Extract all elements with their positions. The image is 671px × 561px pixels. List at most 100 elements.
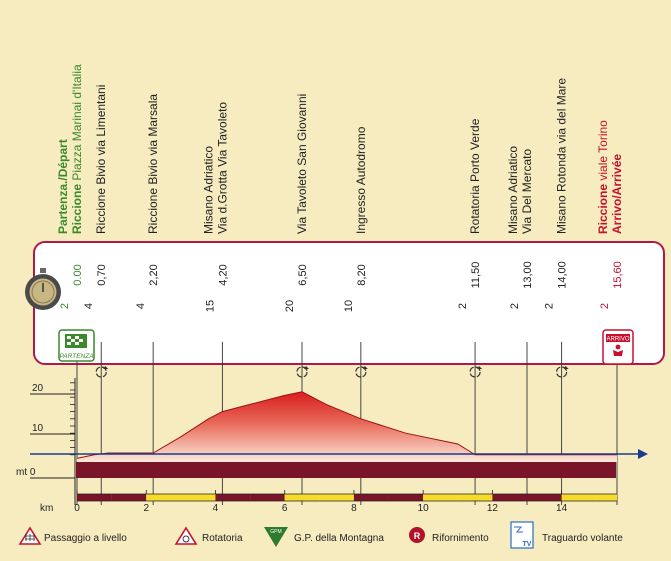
km-bar-segment bbox=[527, 494, 562, 501]
legend-label: Traguardo volante bbox=[542, 533, 623, 544]
waypoint-km: 6,50 bbox=[297, 264, 309, 285]
roundabout-icon-arrow bbox=[477, 366, 483, 369]
waypoint-name: Rotatoria Porto Verde bbox=[468, 118, 482, 234]
x-tick-label: 2 bbox=[143, 503, 149, 514]
waypoint-name: Misano Adriatico bbox=[201, 146, 215, 234]
km-bar-segment bbox=[423, 494, 458, 501]
roundabout-icon-ring bbox=[355, 366, 367, 378]
waypoint-name-part: Piazza Marinai d'Italia bbox=[70, 64, 84, 184]
waypoint-altitude: 2 bbox=[544, 303, 556, 309]
elevation-profile-area bbox=[77, 391, 617, 462]
waypoint-altitude: 4 bbox=[83, 303, 95, 309]
finish-badge: ARRIVO bbox=[602, 329, 634, 365]
checkered-flag-icon bbox=[67, 336, 83, 345]
waypoint-km: 14,00 bbox=[557, 261, 569, 289]
roundabout-icon bbox=[355, 366, 368, 378]
x-tick-label: 0 bbox=[74, 503, 80, 514]
waypoint-name-part: Misano Adriatico bbox=[201, 146, 215, 234]
waypoint-altitude: 2 bbox=[457, 303, 469, 309]
waypoint-name: Via d.Grotta Via Tavoleto bbox=[215, 102, 229, 234]
waypoint-km: 0.00 bbox=[72, 264, 84, 285]
roundabout-icon bbox=[296, 366, 309, 378]
km-bar-segment bbox=[353, 494, 389, 501]
waypoint-altitude: 2 bbox=[599, 303, 611, 309]
legend: Passaggio a livello Rotatoria GPM G.P. d… bbox=[18, 521, 623, 549]
waypoint-altitude: 10 bbox=[343, 300, 355, 312]
direction-arrow bbox=[30, 449, 648, 459]
waypoint-km: 15,60 bbox=[612, 261, 624, 289]
waypoint-altitude: 20 bbox=[284, 300, 296, 312]
y-tick-label: 10 bbox=[32, 423, 44, 434]
waypoint: Misano Rotonda via del Mare 14,00 2 bbox=[544, 78, 569, 309]
km-bar-segment bbox=[146, 494, 181, 501]
y-axis bbox=[30, 378, 76, 505]
waypoint-name: Riccione Piazza Marinai d'Italia bbox=[70, 64, 84, 234]
waypoint-altitude: 15 bbox=[204, 300, 216, 312]
level-crossing-icon bbox=[18, 526, 42, 545]
start-badge: PARTENZA bbox=[58, 329, 95, 362]
waypoint-name: Riccione Bivio via Marsala bbox=[146, 94, 160, 234]
waypoint-altitude: 4 bbox=[135, 303, 147, 309]
cyclist-icon bbox=[613, 344, 623, 356]
waypoint: Misano Adriatico Via Del Mercato 13,00 2 bbox=[506, 146, 534, 309]
finish-badge-label: ARRIVO bbox=[606, 337, 629, 343]
waypoint-km: 8,20 bbox=[356, 264, 368, 285]
km-bar-segment bbox=[319, 494, 354, 501]
waypoint: Ingresso Autodromo 8,20 10 bbox=[343, 126, 368, 312]
waypoint-name-part: Ingresso Autodromo bbox=[354, 126, 368, 234]
waypoint-name: Misano Rotonda via del Mare bbox=[555, 78, 569, 234]
km-bar-segment bbox=[284, 494, 320, 501]
roundabout-icon-ring bbox=[556, 366, 568, 378]
waypoint-name-part: Partenza./Départ bbox=[56, 139, 70, 234]
km-bar-segment bbox=[180, 494, 216, 501]
legend-label: G.P. della Montagna bbox=[294, 533, 384, 544]
legend-label: Passaggio a livello bbox=[44, 533, 127, 544]
km-bar-segment bbox=[457, 494, 493, 501]
waypoint-name-part: Misano Adriatico bbox=[506, 146, 520, 234]
gpm-badge: GPM bbox=[270, 529, 281, 535]
y-tick-label: 20 bbox=[32, 383, 44, 394]
flying-finish-icon: TV bbox=[510, 521, 534, 549]
road-band bbox=[76, 462, 616, 478]
waypoint: Via Tavoleto San Giovanni 6,50 20 bbox=[284, 94, 309, 312]
waypoint-name-part: Riccione Bivio via Marsala bbox=[146, 94, 160, 234]
gpm-icon: GPM bbox=[264, 527, 288, 547]
stopwatch-icon bbox=[25, 268, 61, 310]
waypoint-name-part: Riccione Bivio via Limentani bbox=[94, 85, 108, 234]
roundabout-icon-arrow bbox=[563, 366, 569, 369]
waypoint-name: Partenza./Départ bbox=[56, 139, 70, 234]
x-tick-label: 12 bbox=[487, 503, 499, 514]
waypoint-km: 2,20 bbox=[148, 264, 160, 285]
legend-label: Rifornimento bbox=[432, 533, 489, 544]
legend-label: Rotatoria bbox=[202, 533, 243, 544]
tv-badge: TV bbox=[523, 541, 532, 548]
km-bar-segment bbox=[561, 494, 597, 501]
waypoint: Rotatoria Porto Verde 11,50 2 bbox=[457, 118, 482, 309]
waypoint-name: Via Tavoleto San Giovanni bbox=[295, 94, 309, 234]
waypoint: Riccione Bivio via Marsala 2,20 4 bbox=[135, 94, 160, 309]
x-tick-label: 4 bbox=[213, 503, 219, 514]
waypoint-name: Misano Adriatico bbox=[506, 146, 520, 234]
fuel-icon: R bbox=[409, 527, 425, 543]
x-tick-label: 8 bbox=[351, 503, 357, 514]
km-bar-segment bbox=[388, 494, 424, 501]
waypoint-name-part: Riccione bbox=[70, 184, 84, 234]
waypoint-name-part: Riccione bbox=[596, 184, 610, 234]
x-tick-label: 10 bbox=[418, 503, 430, 514]
elevation-profile-line bbox=[76, 391, 617, 459]
roundabout-icon bbox=[95, 366, 109, 378]
x-tick-label: 14 bbox=[556, 503, 568, 514]
km-bar-segment bbox=[215, 494, 251, 501]
roundabout-icon-arrow bbox=[362, 366, 368, 369]
km-bar-segment bbox=[250, 494, 285, 501]
waypoint-name-part: Misano Rotonda via del Mare bbox=[555, 78, 569, 234]
fuel-badge: R bbox=[414, 531, 421, 541]
waypoint-name-part: viale Torino bbox=[596, 120, 610, 184]
waypoint-name-part: Via d.Grotta Via Tavoleto bbox=[215, 102, 229, 234]
km-bar-segment bbox=[111, 494, 147, 501]
waypoint-name: Riccione viale Torino bbox=[596, 120, 610, 234]
start-badge-label: PARTENZA bbox=[59, 353, 93, 360]
waypoint-name-part: Rotatoria Porto Verde bbox=[468, 118, 482, 234]
